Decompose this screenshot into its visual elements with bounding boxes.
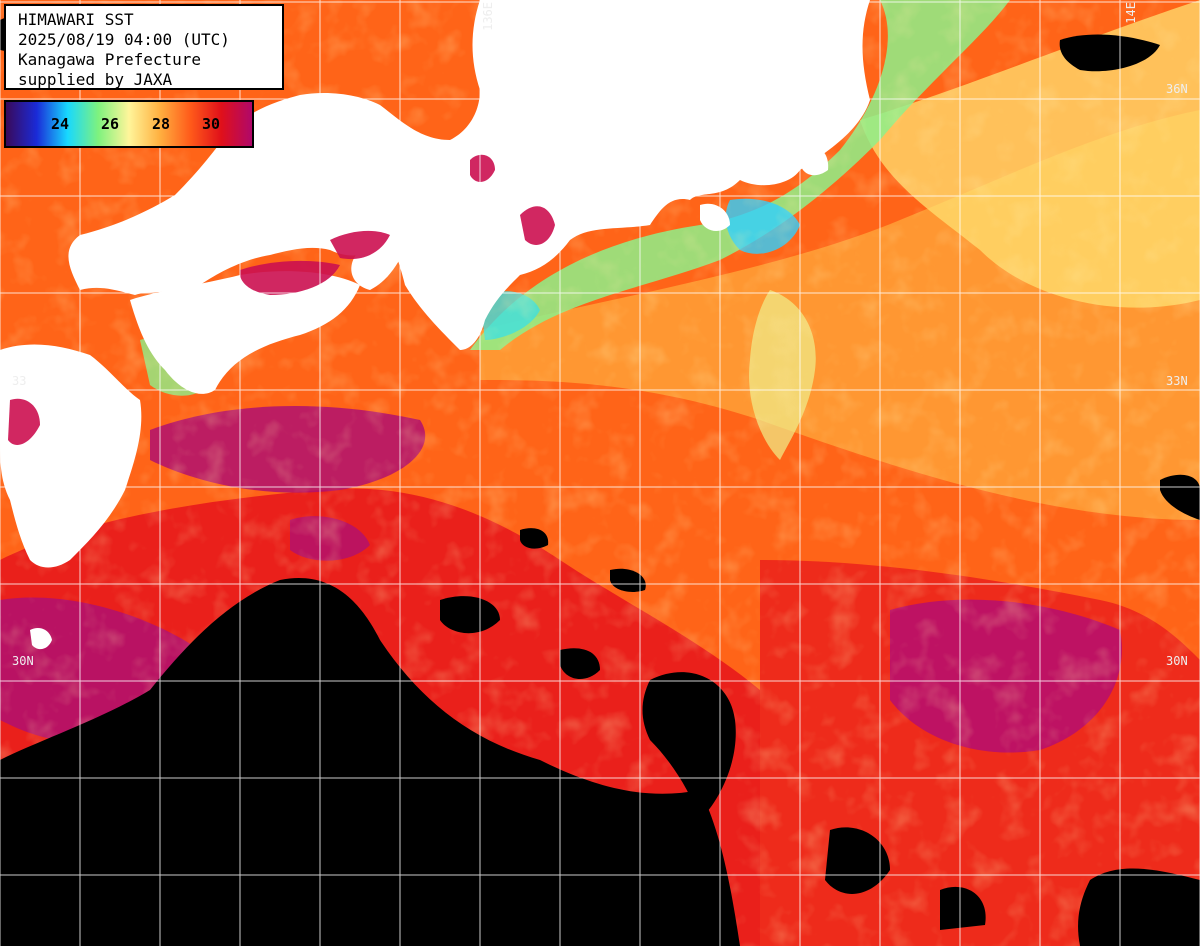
land-kyushu — [0, 344, 142, 568]
legend-tick-24: 24 — [50, 115, 70, 133]
product-title: HIMAWARI SST — [18, 10, 134, 29]
lon-label-140e: 14E — [1124, 2, 1138, 24]
no-data-mask — [0, 14, 1200, 946]
lon-label-136e: 136E — [481, 2, 495, 31]
legend-tick-28: 28 — [151, 115, 171, 133]
lat-label-30n-left: 30N — [12, 654, 34, 668]
land-boso — [800, 146, 829, 176]
land-shikoku — [130, 271, 360, 394]
land-island-south — [30, 628, 52, 650]
lat-label-36n-right: 36N — [1166, 82, 1188, 96]
lat-label-33n-left: 33 — [12, 374, 27, 388]
info-box: HIMAWARI SST 2025/08/19 04:00 (UTC) Kana… — [4, 4, 284, 90]
land-honshu — [68, 0, 870, 350]
legend-tick-30: 30 — [201, 115, 221, 133]
lat-label-33n-right: 33N — [1166, 374, 1188, 388]
observation-datetime: 2025/08/19 04:00 (UTC) — [18, 30, 230, 49]
coastal-hot-water — [8, 154, 555, 445]
legend-tick-26: 26 — [100, 115, 120, 133]
land-mass — [0, 0, 870, 650]
lat-label-30n-right: 30N — [1166, 654, 1188, 668]
land-izu — [700, 203, 730, 232]
temperature-legend: 24 26 28 30 — [4, 100, 254, 148]
data-credit: supplied by JAXA — [18, 70, 173, 89]
region-name: Kanagawa Prefecture — [18, 50, 202, 69]
